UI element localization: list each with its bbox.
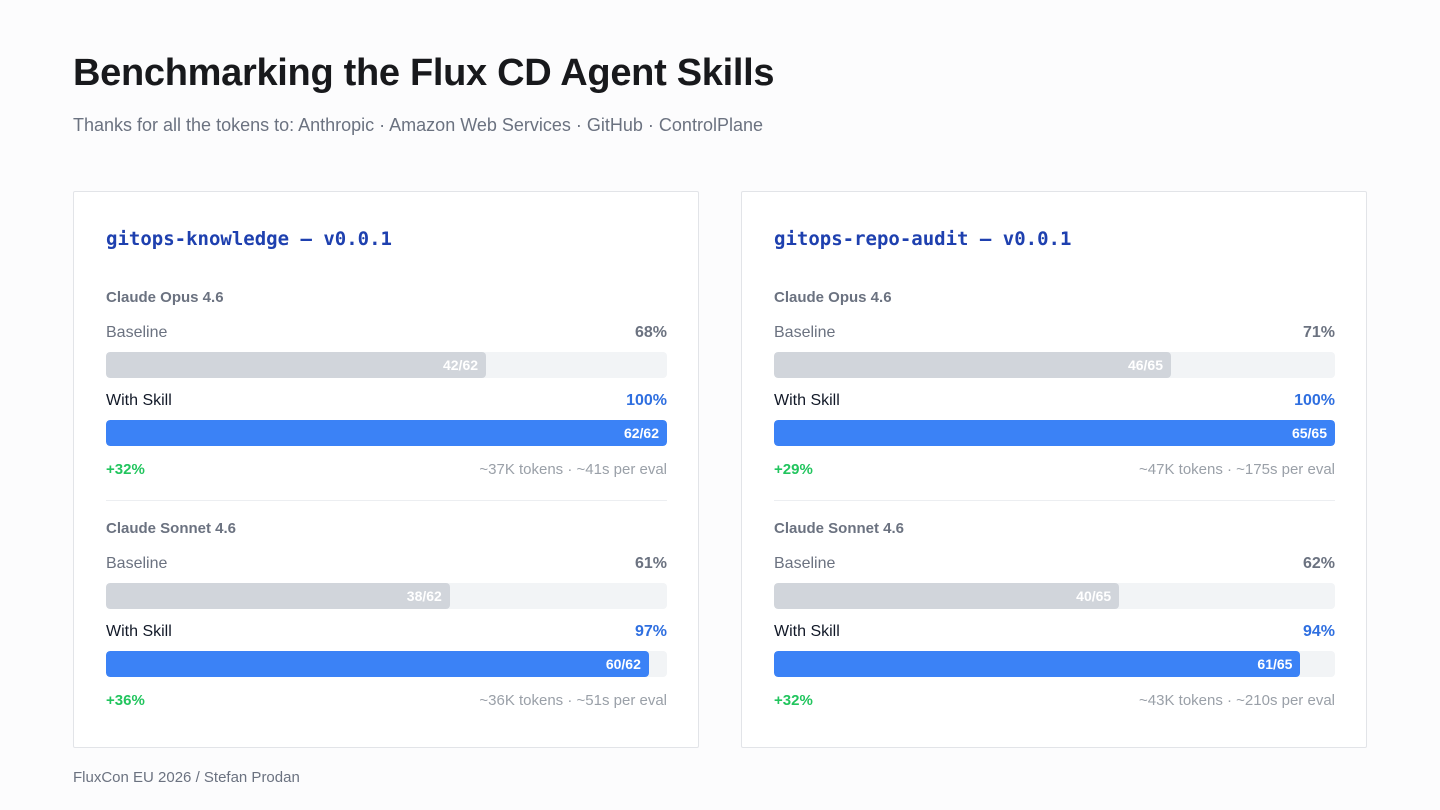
token-stats: ~43K tokens · ~210s per eval bbox=[1139, 692, 1335, 709]
footer-credit: FluxCon EU 2026 / Stefan Prodan bbox=[73, 769, 300, 786]
baseline-percent: 61% bbox=[634, 555, 667, 572]
baseline-label: Baseline bbox=[106, 324, 168, 341]
with-skill-bar-label: 62/62 bbox=[623, 425, 659, 441]
baseline-percent: 62% bbox=[1302, 555, 1335, 572]
baseline-bar-label: 46/65 bbox=[1127, 357, 1163, 373]
with-skill-bar-track: 65/65 bbox=[774, 420, 1335, 446]
page-title: Benchmarking the Flux CD Agent Skills bbox=[73, 52, 775, 94]
baseline-bar-label: 40/65 bbox=[1076, 588, 1112, 604]
with-skill-label: With Skill bbox=[106, 392, 172, 409]
model-section: Claude Opus 4.6 Baseline 71% 46/65 With Skil… bbox=[774, 289, 1335, 479]
page-subtitle: Thanks for all the tokens to: Anthropic … bbox=[73, 115, 763, 135]
baseline-bar: 38/62 bbox=[106, 583, 450, 609]
baseline-bar-label: 38/62 bbox=[406, 588, 442, 604]
with-skill-label: With Skill bbox=[774, 392, 840, 409]
with-skill-bar: 65/65 bbox=[774, 420, 1335, 446]
with-skill-label: With Skill bbox=[106, 623, 172, 640]
improvement-delta: +32% bbox=[774, 692, 813, 709]
with-skill-bar-label: 65/65 bbox=[1291, 425, 1327, 441]
card-title: gitops-repo-audit – v0.0.1 bbox=[774, 228, 1072, 250]
section-divider bbox=[106, 500, 667, 501]
baseline-bar-track: 46/65 bbox=[774, 352, 1335, 378]
with-skill-percent: 94% bbox=[1302, 623, 1335, 640]
with-skill-bar-track: 60/62 bbox=[106, 651, 667, 677]
benchmark-card: gitops-repo-audit – v0.0.1 Claude Opus 4.… bbox=[741, 191, 1367, 748]
with-skill-bar-track: 62/62 bbox=[106, 420, 667, 446]
model-section: Claude Sonnet 4.6 Baseline 61% 38/62 With Sk… bbox=[106, 520, 667, 710]
baseline-bar: 42/62 bbox=[106, 352, 487, 378]
baseline-bar-track: 38/62 bbox=[106, 583, 667, 609]
model-name: Claude Opus 4.6 bbox=[106, 289, 224, 306]
baseline-percent: 68% bbox=[634, 324, 667, 341]
benchmark-card: gitops-knowledge – v0.0.1 Claude Opus 4.6… bbox=[73, 191, 699, 748]
improvement-delta: +29% bbox=[774, 461, 813, 478]
baseline-label: Baseline bbox=[774, 555, 836, 572]
improvement-delta: +32% bbox=[106, 461, 145, 478]
token-stats: ~36K tokens · ~51s per eval bbox=[479, 692, 667, 709]
model-section: Claude Sonnet 4.6 Baseline 62% 40/65 With Sk… bbox=[774, 520, 1335, 710]
with-skill-percent: 100% bbox=[626, 392, 667, 409]
model-section: Claude Opus 4.6 Baseline 68% 42/62 With Skil… bbox=[106, 289, 667, 479]
model-name: Claude Sonnet 4.6 bbox=[106, 520, 237, 537]
with-skill-percent: 100% bbox=[1294, 392, 1335, 409]
baseline-bar-label: 42/62 bbox=[442, 357, 479, 373]
baseline-label: Baseline bbox=[774, 324, 836, 341]
token-stats: ~47K tokens · ~175s per eval bbox=[1139, 461, 1335, 478]
with-skill-bar: 61/65 bbox=[774, 651, 1301, 677]
with-skill-bar-track: 61/65 bbox=[774, 651, 1335, 677]
baseline-label: Baseline bbox=[106, 555, 168, 572]
improvement-delta: +36% bbox=[106, 692, 145, 709]
with-skill-bar: 60/62 bbox=[106, 651, 649, 677]
baseline-bar: 46/65 bbox=[774, 352, 1171, 378]
section-divider bbox=[774, 500, 1335, 501]
baseline-percent: 71% bbox=[1302, 324, 1335, 341]
with-skill-percent: 97% bbox=[634, 623, 667, 640]
baseline-bar-track: 42/62 bbox=[106, 352, 667, 378]
with-skill-bar-label: 60/62 bbox=[605, 656, 641, 672]
model-name: Claude Opus 4.6 bbox=[774, 289, 892, 306]
card-title: gitops-knowledge – v0.0.1 bbox=[106, 228, 392, 250]
baseline-bar-track: 40/65 bbox=[774, 583, 1335, 609]
token-stats: ~37K tokens · ~41s per eval bbox=[479, 461, 667, 478]
baseline-bar: 40/65 bbox=[774, 583, 1120, 609]
with-skill-bar-label: 61/65 bbox=[1257, 656, 1293, 672]
model-name: Claude Sonnet 4.6 bbox=[774, 520, 905, 537]
with-skill-bar: 62/62 bbox=[106, 420, 667, 446]
with-skill-label: With Skill bbox=[774, 623, 840, 640]
